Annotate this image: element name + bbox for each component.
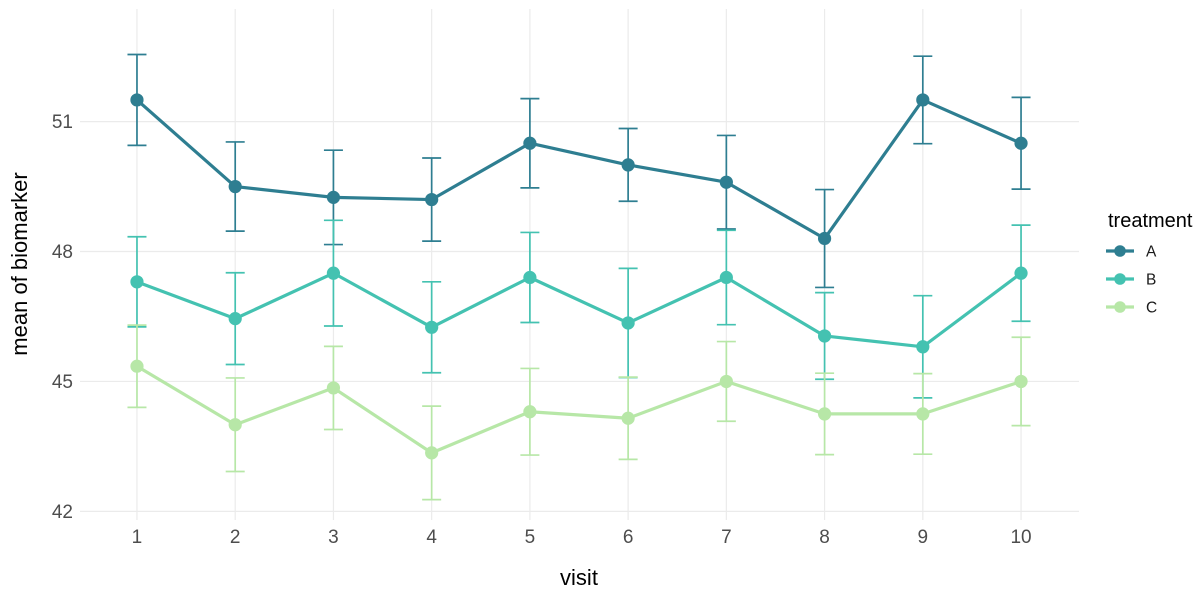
y-tick-label: 48	[52, 242, 73, 263]
line-A	[135, 98, 1022, 241]
point-A-visit-8	[817, 231, 832, 246]
series-B	[127, 219, 1031, 399]
point-A-visit-6	[621, 158, 635, 172]
point-C-visit-7	[719, 374, 733, 389]
point-B-visit-10	[1014, 266, 1028, 280]
x-tick-label: 7	[721, 527, 732, 548]
legend-key-point	[1114, 301, 1126, 313]
point-C-visit-10	[1014, 374, 1028, 389]
legend-item-C: C	[1106, 300, 1157, 317]
point-A-visit-5	[523, 136, 537, 150]
point-B-visit-1	[130, 275, 144, 289]
point-B-visit-8	[817, 329, 832, 343]
legend-label: B	[1146, 272, 1156, 289]
point-A-visit-7	[719, 175, 733, 189]
point-B-visit-6	[621, 316, 635, 330]
legend-item-B: B	[1106, 272, 1156, 289]
legend: treatment ABC	[1106, 210, 1193, 317]
point-C-visit-1	[130, 359, 144, 373]
point-A-visit-2	[228, 179, 242, 194]
x-tick-label: 2	[230, 527, 241, 548]
point-A-visit-9	[916, 93, 930, 107]
point-C-visit-4	[425, 446, 439, 460]
x-tick-label: 1	[132, 527, 143, 548]
point-B-visit-7	[719, 270, 733, 285]
legend-key-point	[1114, 245, 1126, 257]
series-layer	[127, 53, 1031, 501]
point-B-visit-2	[228, 312, 242, 326]
series-A	[127, 53, 1031, 289]
legend-title: treatment	[1108, 210, 1193, 232]
x-axis-title: visit	[560, 565, 598, 590]
x-tick-label: 8	[819, 527, 830, 548]
x-tick-label: 5	[525, 527, 536, 548]
point-A-visit-10	[1014, 136, 1028, 150]
x-tick-label: 3	[328, 527, 339, 548]
x-tick-label: 10	[1010, 527, 1031, 548]
y-tick-label: 42	[52, 502, 73, 523]
series-C	[127, 324, 1031, 501]
line-B	[136, 271, 1023, 349]
x-tick-label: 4	[426, 527, 437, 548]
y-tick-label: 45	[52, 372, 73, 393]
point-B-visit-4	[425, 320, 439, 334]
legend-label: A	[1146, 244, 1157, 261]
point-C-visit-8	[817, 407, 832, 421]
grid-layer	[80, 9, 1079, 520]
legend-item-A: A	[1106, 244, 1157, 261]
point-C-visit-3	[326, 381, 341, 395]
y-axis-title: mean of biomarker	[7, 172, 32, 355]
legend-key-point	[1114, 273, 1126, 285]
y-tick-label: 51	[52, 112, 73, 133]
line-C	[136, 364, 1022, 455]
point-A-visit-1	[130, 93, 144, 107]
point-C-visit-5	[523, 405, 537, 419]
point-B-visit-5	[523, 270, 537, 285]
point-A-visit-4	[425, 192, 439, 207]
point-C-visit-2	[228, 418, 242, 432]
point-B-visit-3	[326, 266, 341, 280]
legend-label: C	[1146, 300, 1157, 317]
point-C-visit-9	[916, 407, 930, 421]
x-tick-label: 6	[623, 527, 634, 548]
x-tick-label: 9	[918, 527, 929, 548]
point-A-visit-3	[326, 190, 341, 204]
point-C-visit-6	[621, 411, 635, 425]
point-B-visit-9	[916, 340, 930, 354]
